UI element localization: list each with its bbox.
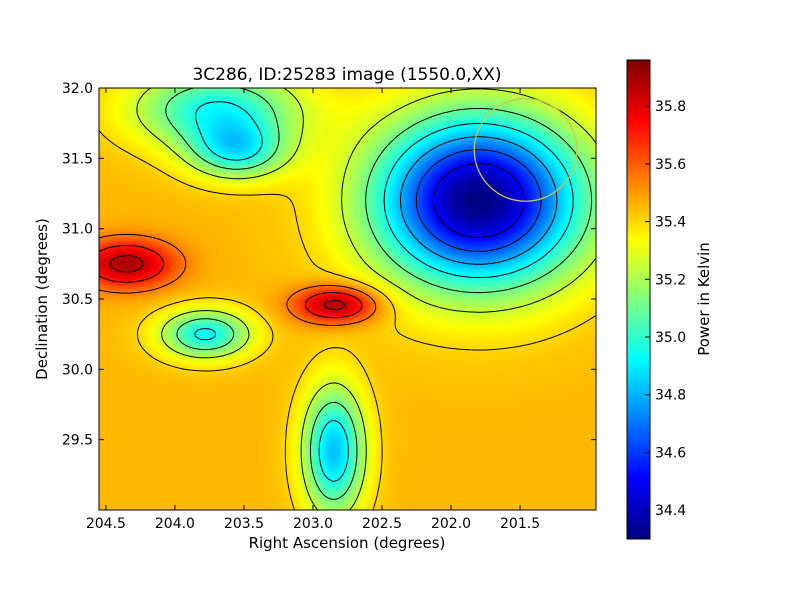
colorbar-tick-label: 35.8 xyxy=(655,99,686,115)
colorbar-frame xyxy=(626,59,651,540)
colorbar-tick-label: 34.6 xyxy=(655,445,686,461)
contour-level-1 xyxy=(415,149,542,252)
contour-level-3 xyxy=(194,101,574,482)
colorbar-tick-label: 35.2 xyxy=(655,272,686,288)
chart-title: 3C286, ID:25283 image (1550.0,XX) xyxy=(192,65,501,85)
x-tick-label: 203.5 xyxy=(224,516,264,532)
y-tick-label: 32.0 xyxy=(62,81,93,97)
y-tick-label: 30.5 xyxy=(62,292,93,308)
x-tick-label: 203.0 xyxy=(293,516,333,532)
x-tick-label: 204.0 xyxy=(155,516,195,532)
contour-lines xyxy=(99,88,596,510)
x-tick-label: 204.5 xyxy=(86,516,126,532)
contour-level-5 xyxy=(136,88,596,510)
y-tick-label: 31.5 xyxy=(62,151,93,167)
colorbar-label: Power in Kelvin xyxy=(695,242,713,356)
y-axis: 29.5 30.0 30.5 31.0 31.5 32.0 xyxy=(62,81,596,449)
colorbar-ticks: 34.4 34.6 34.8 35.0 35.2 35.4 35.6 35.8 xyxy=(645,99,686,519)
colorbar-tick-label: 35.4 xyxy=(655,215,686,231)
contour-level-0 xyxy=(432,163,525,238)
y-tick-label: 30.0 xyxy=(62,362,93,378)
contour-level-8 xyxy=(99,245,363,319)
colorbar-tick-label: 34.8 xyxy=(655,388,686,404)
contour-level-7 xyxy=(99,234,377,326)
y-tick-label: 31.0 xyxy=(62,222,93,238)
contour-level-2 xyxy=(399,136,558,265)
colorbar: 34.4 34.6 34.8 35.0 35.2 35.4 35.6 35.8 Power i… xyxy=(626,59,713,540)
colorbar-gradient xyxy=(627,60,650,539)
x-tick-label: 201.5 xyxy=(500,516,540,532)
colorbar-tick-label: 35.0 xyxy=(655,330,686,346)
contour-level-4 xyxy=(165,88,593,500)
contour-level-9 xyxy=(109,255,346,310)
x-axis-label: Right Ascension (degrees) xyxy=(249,534,446,552)
plot-area xyxy=(98,87,597,511)
colorbar-tick-label: 34.4 xyxy=(655,503,686,519)
beam-circle xyxy=(473,97,578,202)
y-tick-label: 29.5 xyxy=(62,433,93,449)
y-axis-label: Declination (degrees) xyxy=(33,218,51,380)
colorbar-tick-label: 35.6 xyxy=(655,157,686,173)
x-tick-label: 202.0 xyxy=(431,516,471,532)
x-axis: 204.5 204.0 203.5 203.0 202.5 202.0 201.5 xyxy=(86,88,540,532)
x-tick-label: 202.5 xyxy=(362,516,402,532)
